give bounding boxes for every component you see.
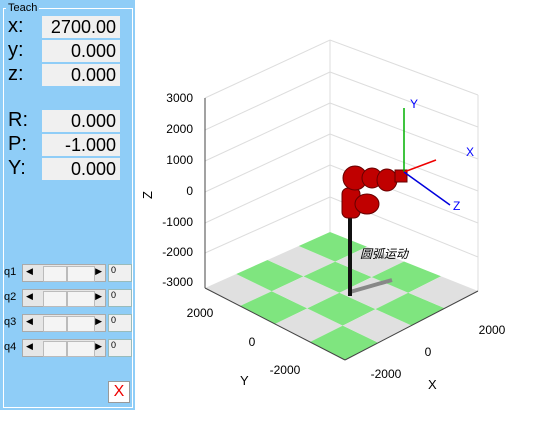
close-button[interactable]: X	[108, 381, 130, 403]
joint-slider[interactable]: ◀ ▶	[22, 264, 106, 282]
z-label: Z	[140, 191, 155, 199]
z-tick-label: -3000	[162, 275, 193, 289]
joint-label: q1	[4, 266, 17, 278]
frame-label: Y	[410, 97, 418, 111]
joint-value: 0	[108, 289, 132, 307]
joint-value: 0	[108, 339, 132, 357]
panel-title: Teach	[6, 2, 40, 14]
floor-tile	[205, 274, 272, 306]
pose-label: R:	[8, 109, 28, 131]
pose-label: z:	[8, 63, 24, 85]
axes-lines	[204, 98, 479, 361]
floor-tile	[335, 246, 404, 278]
y-tick-label: -2000	[270, 363, 301, 377]
pose-label: x:	[8, 15, 24, 37]
joint-value: 0	[108, 314, 132, 332]
floor-tile	[371, 261, 441, 293]
pose-value: 0.000	[42, 40, 120, 62]
z-tick-label: 2000	[166, 122, 193, 136]
z-tick-label: 1000	[166, 153, 193, 167]
pose-value: -1.000	[42, 134, 120, 156]
tool-frame	[403, 108, 451, 206]
floor-tile	[339, 277, 409, 310]
link-shadow	[349, 278, 393, 294]
floor-tile	[303, 261, 372, 293]
joint-label: q4	[4, 341, 17, 353]
pose-label: y:	[8, 39, 24, 61]
floor-tile	[342, 309, 412, 343]
joint-slider[interactable]: ◀ ▶	[22, 314, 106, 332]
floor-tile	[236, 260, 304, 292]
frame-label: Z	[453, 199, 460, 213]
floor-tile	[271, 276, 340, 309]
pose-value: 0.000	[42, 64, 120, 86]
z-tick-label: 3000	[166, 91, 193, 105]
y-tick-label: 2000	[187, 306, 214, 320]
x-label: X	[428, 377, 437, 392]
pose-value: 2700.00	[42, 16, 120, 38]
pose-value: 0.000	[42, 158, 120, 180]
pose-label: P:	[8, 133, 27, 155]
tick-labels: 3000 2000 1000 0 -1000 -2000 -3000 2000 0 -2000 -2…	[162, 91, 505, 381]
floor-tile	[298, 232, 367, 262]
x-tick-label: 2000	[479, 323, 506, 337]
x-tick-label: 0	[425, 345, 432, 359]
robot-links	[341, 165, 408, 219]
frame-label: X	[466, 145, 474, 159]
pose-label: Y:	[8, 157, 26, 179]
z-tick-label: -1000	[162, 215, 193, 229]
floor-tile	[408, 276, 478, 309]
x-tick-label: -2000	[371, 367, 402, 381]
floor-tile	[307, 292, 376, 326]
joint-slider[interactable]: ◀ ▶	[22, 339, 106, 357]
floor-tile	[240, 291, 308, 324]
panel-frame	[3, 8, 133, 408]
y-label: Y	[240, 373, 249, 388]
floor-tile	[310, 325, 379, 360]
pose-value: 0.000	[42, 110, 120, 132]
floor-tile	[275, 308, 343, 342]
annotation: 圆弧运动	[360, 247, 410, 261]
floor-tile	[375, 292, 445, 326]
floor	[205, 232, 478, 360]
joint-slider[interactable]: ◀ ▶	[22, 289, 106, 307]
joint-label: q2	[4, 291, 17, 303]
z-tick-label: -2000	[162, 245, 193, 259]
teach-panel: Teach x: 2700.00 y: 0.000 z: 0.000 R: 0.000 P: -1…	[0, 0, 135, 410]
y-tick-label: 0	[249, 335, 256, 349]
joint-value: 0	[108, 264, 132, 282]
box-grid	[204, 39, 479, 291]
z-tick-label: 0	[186, 184, 193, 198]
joint-label: q3	[4, 316, 17, 328]
floor-tile	[267, 246, 336, 277]
